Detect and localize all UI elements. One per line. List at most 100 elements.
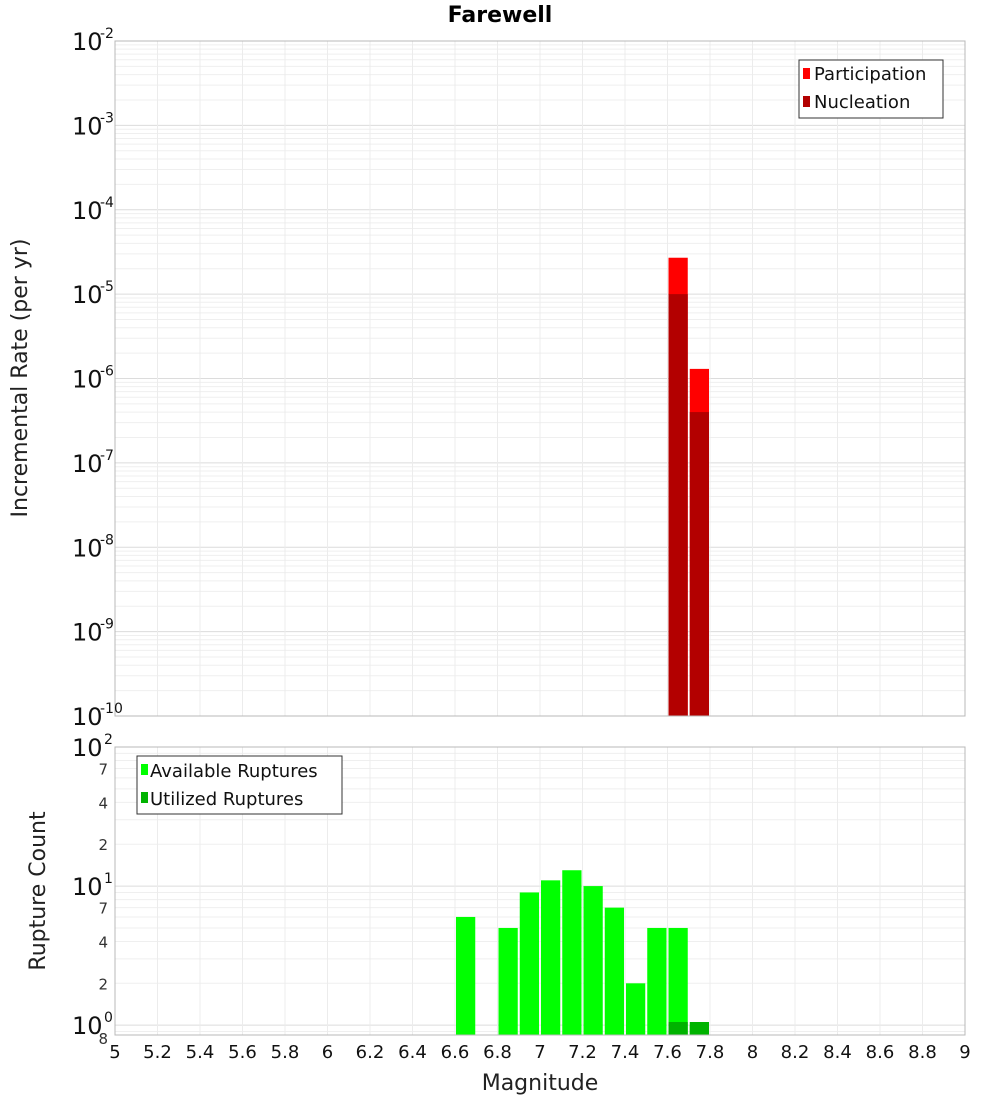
x-tick-label: 6.2	[356, 1042, 385, 1063]
available-ruptures-legend-label: Available Ruptures	[150, 761, 318, 782]
y-tick-label: 10-9	[72, 617, 114, 647]
bottom-legend-box	[136, 755, 343, 815]
bar-available-ruptures	[647, 927, 667, 1035]
svg-text:10: 10	[72, 450, 103, 478]
x-tick-label: 7.2	[568, 1042, 597, 1063]
y-minor-tick-label: 4	[98, 794, 108, 812]
bottom-bars	[456, 870, 709, 1035]
y-tick-label: 10 1	[72, 871, 113, 901]
svg-text:-7: -7	[100, 448, 114, 464]
top-legend-box	[798, 59, 944, 119]
participation-swatch	[803, 68, 810, 79]
x-tick-label: 6.8	[483, 1042, 512, 1063]
y-minor-tick-label: 4	[98, 933, 108, 951]
svg-text:-6: -6	[100, 364, 114, 380]
y-tick-label: 10-2	[72, 26, 114, 56]
x-tick-label: 6	[322, 1042, 333, 1063]
y-tick-label: 10-3	[72, 110, 114, 140]
y-tick-label: 10-8	[72, 532, 114, 562]
bottom-legend: Available Ruptures Utilized Ruptures	[136, 755, 343, 815]
x-tick-label: 5.6	[228, 1042, 257, 1063]
x-tick-label: 6.6	[441, 1042, 470, 1063]
x-tick-label: 8.4	[823, 1042, 852, 1063]
x-axis-label: Magnitude	[482, 1071, 599, 1096]
y-tick-label: 10-7	[72, 448, 114, 478]
y-tick-label: 10-5	[72, 279, 114, 309]
svg-text:10: 10	[72, 366, 103, 394]
x-tick-label: 7	[534, 1042, 545, 1063]
bar-available-ruptures	[604, 907, 624, 1035]
y-minor-tick-label: 7	[98, 761, 108, 779]
x-tick-labels: 5 5.2 5.4 5.6 5.8 6 6.2 6.4 6.6 6.8 7 7.2 7.4 7.6 7.8 8…	[109, 1042, 970, 1063]
top-y-axis-label: Incremental Rate (per yr)	[8, 239, 33, 518]
x-tick-label: 8	[747, 1042, 758, 1063]
x-tick-label: 8.8	[908, 1042, 937, 1063]
y-tick-label: 10 0	[72, 1010, 113, 1040]
x-tick-label: 9	[959, 1042, 970, 1063]
participation-legend-label: Participation	[814, 64, 926, 85]
y-tick-label: 10-6	[72, 364, 114, 394]
x-tick-label: 5.4	[186, 1042, 215, 1063]
bar-available-ruptures	[541, 880, 561, 1035]
svg-text:-4: -4	[100, 195, 114, 211]
bottom-y-axis-label: Rupture Count	[26, 811, 51, 971]
svg-text:10: 10	[72, 197, 103, 225]
svg-text:-9: -9	[100, 617, 114, 633]
x-tick-label: 7.6	[653, 1042, 682, 1063]
x-tick-label: 5.8	[271, 1042, 300, 1063]
y-minor-tick-label: 2	[98, 975, 108, 993]
x-tick-label: 7.8	[696, 1042, 725, 1063]
x-tick-label: 5	[109, 1042, 120, 1063]
bar-available-ruptures	[626, 983, 646, 1035]
y-tick-label: 10-10	[72, 701, 123, 731]
svg-text:-10: -10	[100, 701, 123, 717]
svg-text:10: 10	[72, 28, 103, 56]
y-minor-tick-label: 2	[98, 836, 108, 854]
y-minor-tick-label: 8	[98, 1030, 108, 1048]
svg-text:10: 10	[72, 1012, 103, 1040]
svg-text:10: 10	[72, 873, 103, 901]
bar-nucleation	[689, 412, 709, 716]
utilized-ruptures-swatch	[141, 792, 148, 803]
top-bars	[668, 257, 709, 716]
nucleation-swatch	[803, 96, 810, 107]
chart-title: Farewell	[448, 3, 553, 28]
bar-available-ruptures	[519, 892, 539, 1035]
available-ruptures-swatch	[141, 764, 148, 775]
svg-text:0: 0	[104, 1010, 113, 1026]
bar-utilized-ruptures	[689, 1022, 709, 1035]
bar-available-ruptures	[456, 916, 476, 1035]
utilized-ruptures-legend-label: Utilized Ruptures	[150, 789, 303, 810]
svg-text:10: 10	[72, 619, 103, 647]
y-tick-label: 10-4	[72, 195, 114, 225]
x-tick-label: 7.4	[611, 1042, 640, 1063]
svg-text:-8: -8	[100, 532, 114, 548]
svg-text:10: 10	[72, 281, 103, 309]
top-y-tick-labels: 10-210-310-410-510-610-710-810-910-10	[72, 26, 123, 731]
bottom-plot-frame	[114, 746, 966, 1036]
top-legend: Participation Nucleation	[798, 59, 944, 119]
bar-utilized-ruptures	[668, 1022, 688, 1035]
svg-text:1: 1	[104, 871, 113, 887]
x-tick-label: 6.4	[398, 1042, 427, 1063]
svg-text:-3: -3	[100, 110, 114, 126]
bar-nucleation	[668, 294, 688, 716]
bar-available-ruptures	[498, 927, 518, 1035]
bar-available-ruptures	[668, 927, 688, 1035]
bar-available-ruptures	[583, 886, 603, 1035]
svg-text:10: 10	[72, 112, 103, 140]
bar-available-ruptures	[562, 870, 582, 1035]
svg-text:-2: -2	[100, 26, 114, 42]
y-minor-tick-label: 7	[98, 900, 108, 918]
svg-text:2: 2	[104, 732, 113, 748]
svg-text:-5: -5	[100, 279, 114, 295]
y-tick-label: 10 2	[72, 732, 113, 762]
top-grid	[114, 41, 966, 717]
svg-text:10: 10	[72, 703, 103, 731]
svg-text:10: 10	[72, 534, 103, 562]
svg-text:10: 10	[72, 734, 103, 762]
nucleation-legend-label: Nucleation	[814, 92, 910, 113]
top-plot-frame	[114, 40, 966, 717]
